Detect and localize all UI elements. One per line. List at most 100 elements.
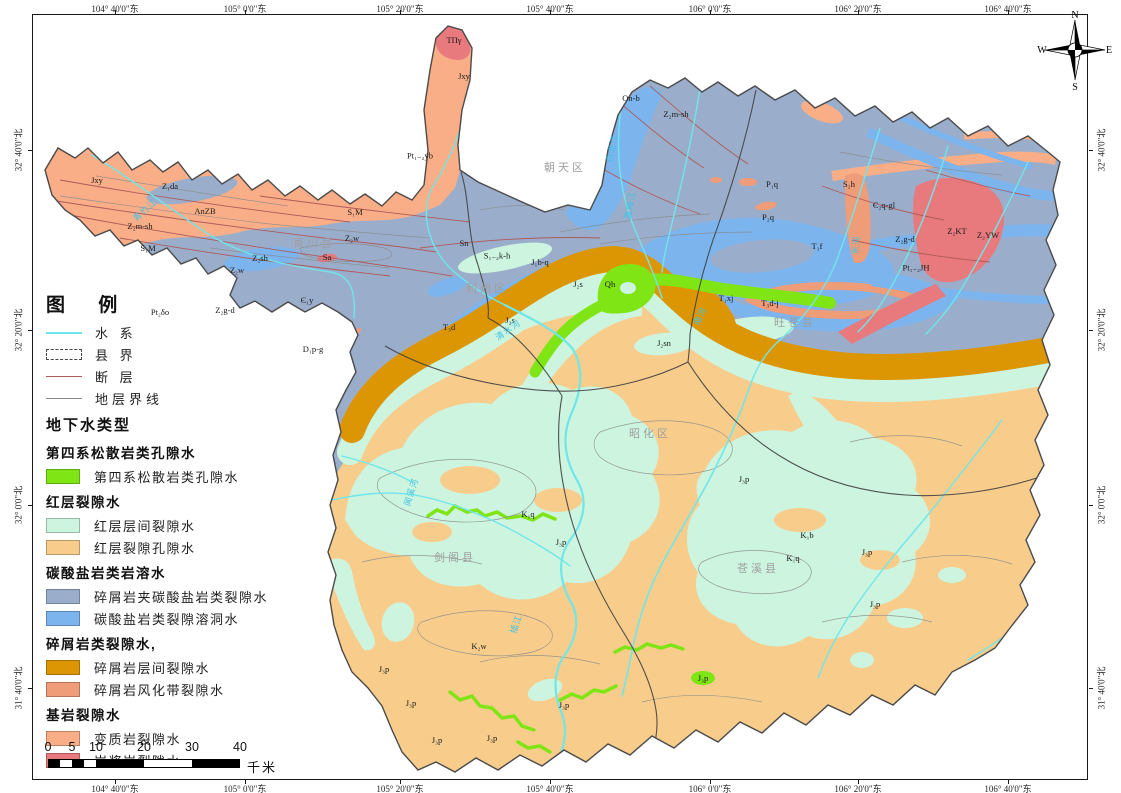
legend-color-swatch [46,589,80,604]
scalebar-segment [60,759,72,768]
legend-group-title: 第四系松散岩类孔隙水 [46,446,196,461]
longitude-label-top: 106° 40'0"东 [984,4,1032,14]
longitude-label-bottom: 105° 40'0"东 [526,784,574,793]
legend-group-title: 碳酸盐岩类岩溶水 [46,566,166,581]
latitude-label-right: 31° 40'0"北 [1096,666,1107,710]
reservoir [427,277,467,297]
compass-east-label: E [1106,45,1112,56]
legend-symbols: 水 系县 界断 层地层界线 [46,325,296,407]
longitude-label-top: 105° 20'0"东 [376,4,424,14]
tick-right [1089,330,1093,331]
legend-color-swatch [46,540,80,555]
scalebar-segment [192,759,240,768]
latitude-label-right: 32° 20'0"北 [1096,308,1107,352]
legend-item: 变质岩裂隙水 [46,731,296,747]
tick-bottom [710,780,711,784]
longitude-label-bottom: 106° 40'0"东 [984,784,1032,793]
legend-group-title: 红层裂隙水 [46,495,121,510]
legend-item: 红层裂隙孔隙水 [46,540,296,556]
longitude-label-top: 106° 20'0"东 [834,4,882,14]
fault-symbol-icon [46,376,82,377]
tick-right [1089,688,1093,689]
tick-left [28,505,32,506]
legend-symbol-label: 地层界线 [95,392,164,407]
compass-west-label: W [1037,45,1047,56]
legend-item-label: 第四系松散岩类孔隙水 [94,470,240,485]
tick-top [115,10,116,14]
legend-groundwater-groups: 第四系松散岩类孔隙水 第四系松散岩类孔隙水 红层裂隙水 红层层间裂隙水 红层裂隙孔隙水碳… [46,442,296,769]
tick-bottom [1008,780,1009,784]
longitude-label-bottom: 104° 40'0"东 [91,784,139,793]
legend-symbol-label: 水 系 [95,326,137,341]
legend-group-title: 碎屑岩类裂隙水, [46,637,157,652]
legend-item-label: 碎屑岩层间裂隙水 [94,661,211,676]
tick-top [858,10,859,14]
scalebar-segment [84,759,96,768]
longitude-label-top: 105° 40'0"东 [526,4,574,14]
legend-symbol-row-fault: 断 层 [46,369,296,385]
compass-rose: N S W E [1037,10,1112,92]
latitude-label-left: 32° 20'0"北 [13,308,24,352]
latitude-label-right: 32° 40'0"北 [1096,128,1107,172]
scalebar-tick-label: 30 [185,740,199,754]
scalebar-segment [96,759,144,768]
tick-bottom [400,780,401,784]
compass-north-label: N [1071,10,1078,21]
longitude-label-bottom: 106° 20'0"东 [834,784,882,793]
legend-item: 碎屑岩风化带裂隙水 [46,682,296,698]
tick-top [550,10,551,14]
longitude-label-bottom: 105° 20'0"东 [376,784,424,793]
longitude-label-bottom: 105° 0'0"东 [223,784,267,793]
layer-rivers [91,87,1053,766]
legend-item: 碳酸盐岩类裂隙溶洞水 [46,611,296,627]
longitude-label-top: 104° 40'0"东 [91,4,139,14]
layer-county-boundaries [384,89,1041,763]
scalebar-segment [48,759,60,768]
scalebar-segment [72,759,84,768]
longitude-label-top: 105° 0'0"东 [223,4,267,14]
legend-symbol-row-county: 县 界 [46,347,296,363]
scalebar-segment [144,759,192,768]
scalebar-tick-label: 0 [44,740,52,754]
groundwater-type-title: 地下水类型 [46,417,132,434]
tick-bottom [115,780,116,784]
scalebar-tick-label: 40 [233,740,247,754]
strat-symbol-icon [46,398,82,399]
legend-color-swatch [46,682,80,697]
legend-symbol-label: 县 界 [95,348,137,363]
legend-item-label: 碎屑岩夹碳酸盐岩类裂隙水 [94,590,269,605]
legend-item-label: 碳酸盐岩类裂隙溶洞水 [94,612,240,627]
legend-item: 碎屑岩夹碳酸盐岩类裂隙水 [46,589,296,605]
tick-bottom [245,780,246,784]
tick-top [245,10,246,14]
legend-symbol-label: 断 层 [95,370,137,385]
scalebar-unit: 千米 [247,760,278,775]
river-symbol-icon [46,331,82,334]
legend-item-label: 红层层间裂隙水 [94,519,196,534]
legend-color-swatch [46,660,80,675]
legend-symbol-row-strat: 地层界线 [46,391,296,407]
layer-faults [49,85,1031,277]
tick-top [400,10,401,14]
tick-right [1089,505,1093,506]
legend-symbol-row-river: 水 系 [46,325,296,341]
latitude-label-left: 32° 40'0"北 [13,128,24,172]
tick-right [1089,150,1093,151]
legend-group-title: 基岩裂隙水 [46,708,121,723]
legend-color-swatch [46,611,80,626]
scalebar-tick-label: 10 [89,740,103,754]
tick-top [710,10,711,14]
latitude-label-left: 32° 0'0"北 [13,485,24,525]
tick-bottom [858,780,859,784]
tick-left [28,330,32,331]
tick-top [1008,10,1009,14]
legend-item: 第四系松散岩类孔隙水 [46,469,296,485]
layer-quaternary-green [529,264,836,378]
legend-color-swatch [46,731,80,746]
compass-south-label: S [1072,82,1078,92]
tick-left [28,150,32,151]
tick-bottom [550,780,551,784]
legend: 图 例 水 系县 界断 层地层界线 地下水类型 第四系松散岩类孔隙水 第四系松散岩… [46,290,296,775]
